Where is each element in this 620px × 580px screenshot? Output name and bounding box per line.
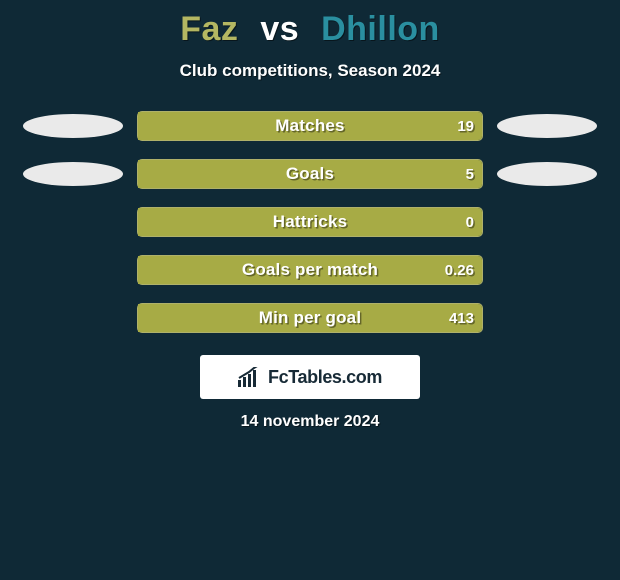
stat-bar: Matches19 xyxy=(137,111,483,141)
stat-bar: Min per goal413 xyxy=(137,303,483,333)
player-1-badge xyxy=(23,162,123,186)
stat-label: Goals per match xyxy=(138,256,482,284)
stat-value-player-2: 0.26 xyxy=(445,256,474,284)
player-1-badge xyxy=(23,114,123,138)
stat-label: Goals xyxy=(138,160,482,188)
stat-value-player-2: 19 xyxy=(457,112,474,140)
source-logo: FcTables.com xyxy=(200,355,420,399)
subtitle: Club competitions, Season 2024 xyxy=(0,61,620,81)
stat-label: Hattricks xyxy=(138,208,482,236)
stat-value-player-2: 0 xyxy=(466,208,474,236)
stat-row: Hattricks0 xyxy=(0,207,620,237)
stat-value-player-2: 413 xyxy=(449,304,474,332)
bar-chart-icon xyxy=(238,367,262,387)
stat-row: Goals5 xyxy=(0,159,620,189)
player-1-name: Faz xyxy=(180,10,238,48)
stat-row: Matches19 xyxy=(0,111,620,141)
stat-bar: Hattricks0 xyxy=(137,207,483,237)
stat-label: Min per goal xyxy=(138,304,482,332)
stat-bar: Goals5 xyxy=(137,159,483,189)
stat-bar: Goals per match0.26 xyxy=(137,255,483,285)
date-text: 14 november 2024 xyxy=(0,413,620,431)
source-logo-text: FcTables.com xyxy=(268,367,382,388)
stat-value-player-2: 5 xyxy=(466,160,474,188)
stat-row: Min per goal413 xyxy=(0,303,620,333)
player-2-badge xyxy=(497,162,597,186)
player-2-badge xyxy=(497,114,597,138)
stats-container: Matches19 Goals5 Hattricks0 Goals per match… xyxy=(0,111,620,333)
stat-label: Matches xyxy=(138,112,482,140)
vs-text: vs xyxy=(260,10,299,48)
player-2-name: Dhillon xyxy=(321,10,440,48)
stat-row: Goals per match0.26 xyxy=(0,255,620,285)
page-title: Faz vs Dhillon xyxy=(0,0,620,49)
